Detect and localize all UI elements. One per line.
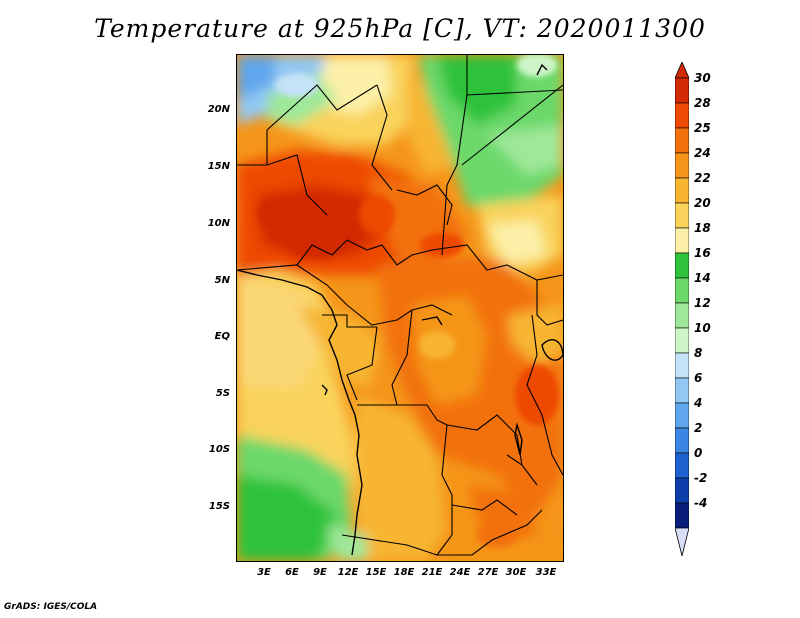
temperature-field bbox=[237, 55, 563, 561]
colorbar-cell bbox=[675, 427, 689, 454]
country-borders bbox=[237, 55, 563, 556]
colorbar-cell bbox=[675, 177, 689, 204]
lat-label-10n: 10N bbox=[207, 218, 230, 229]
colorbar-cell bbox=[675, 202, 689, 229]
colorbar-label: 8 bbox=[694, 346, 703, 360]
colorbar-cell bbox=[675, 402, 689, 429]
lon-label-33e: 33E bbox=[535, 567, 557, 578]
grads-credit: GrADS: IGES/COLA bbox=[4, 602, 98, 612]
lat-label-5s: 5S bbox=[215, 388, 230, 399]
colorbar-label: 30 bbox=[694, 71, 711, 85]
colorbar-label: 14 bbox=[694, 271, 711, 285]
lon-label-24e: 24E bbox=[449, 567, 471, 578]
colorbar-label: 24 bbox=[694, 146, 711, 160]
colorbar-label: 4 bbox=[694, 396, 703, 410]
lon-label-15e: 15E bbox=[365, 567, 387, 578]
lon-label-27e: 27E bbox=[477, 567, 499, 578]
lat-label-eq: EQ bbox=[214, 331, 230, 342]
coastlines bbox=[237, 63, 563, 556]
colorbar-cell bbox=[675, 252, 689, 279]
lon-label-21e: 21E bbox=[421, 567, 443, 578]
lon-label-30e: 30E bbox=[505, 567, 527, 578]
temperature-map bbox=[236, 54, 564, 562]
lat-label-15s: 15S bbox=[208, 501, 230, 512]
colorbar-label: -4 bbox=[694, 496, 708, 510]
colorbar-cell bbox=[675, 352, 689, 379]
colorbar-label: 2 bbox=[694, 421, 703, 435]
colorbar-cell bbox=[675, 452, 689, 479]
colorbar-cell bbox=[675, 102, 689, 129]
lon-label-9e: 9E bbox=[313, 567, 327, 578]
colorbar-label: 0 bbox=[694, 446, 703, 460]
lon-label-18e: 18E bbox=[393, 567, 415, 578]
lat-label-5n: 5N bbox=[214, 275, 230, 286]
colorbar-label: 18 bbox=[694, 221, 711, 235]
colorbar-label: 6 bbox=[694, 371, 703, 385]
colorbar-label: 16 bbox=[694, 246, 711, 260]
colorbar-cell bbox=[675, 77, 689, 104]
colorbar-label: 28 bbox=[694, 96, 711, 110]
colorbar-over-triangle bbox=[675, 62, 689, 79]
colorbar-cell bbox=[675, 377, 689, 404]
lat-label-15n: 15N bbox=[207, 161, 230, 172]
colorbar-cell bbox=[675, 127, 689, 154]
colorbar-label: 10 bbox=[694, 321, 711, 335]
colorbar-cell bbox=[675, 502, 689, 529]
colorbar-label: -2 bbox=[694, 471, 708, 485]
colorbar-cell bbox=[675, 477, 689, 504]
colorbar-cell bbox=[675, 327, 689, 354]
colorbar-cell bbox=[675, 152, 689, 179]
colorbar-cell bbox=[675, 302, 689, 329]
lat-label-20n: 20N bbox=[207, 104, 230, 115]
colorbar-label: 25 bbox=[694, 121, 711, 135]
map-title: Temperature at 925hPa [C], VT: 202001130… bbox=[94, 14, 706, 43]
colorbar-label: 20 bbox=[694, 196, 711, 210]
lon-label-12e: 12E bbox=[337, 567, 359, 578]
colorbar-label: 22 bbox=[694, 171, 711, 185]
colorbar-cell bbox=[675, 227, 689, 254]
colorbar-label: 12 bbox=[694, 296, 711, 310]
colorbar-cell bbox=[675, 277, 689, 304]
colorbar bbox=[675, 62, 689, 557]
colorbar-under-triangle bbox=[675, 527, 689, 557]
lat-label-10s: 10S bbox=[208, 444, 230, 455]
lon-label-3e: 3E bbox=[257, 567, 271, 578]
lon-label-6e: 6E bbox=[285, 567, 299, 578]
